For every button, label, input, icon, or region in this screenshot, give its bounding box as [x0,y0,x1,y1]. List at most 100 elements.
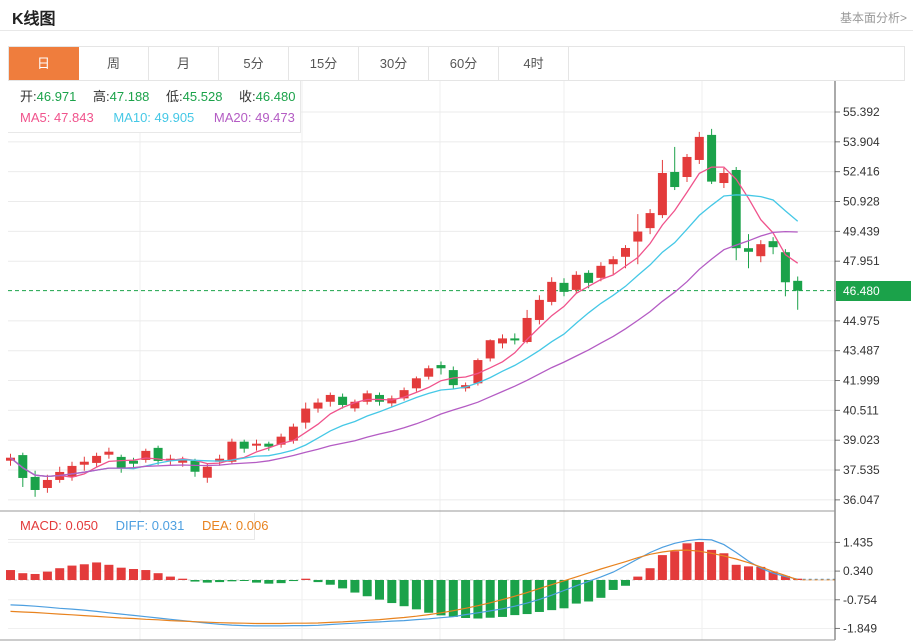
candle-body [116,456,126,468]
tab-30min[interactable]: 30分 [359,47,429,80]
candle-body [780,252,790,283]
diff-line [10,538,798,627]
candle-body [18,455,28,478]
candle-body [793,280,803,291]
candle-body [596,265,606,278]
ohlc-row: 开:46.971 高:47.188 低:45.528 收:46.480 [20,86,300,107]
macd-hist-bar [768,571,778,580]
macd-hist-bar [202,580,212,583]
macd-hist-bar [92,562,102,580]
tab-60min[interactable]: 60分 [429,47,499,80]
macd-hist-bar [325,580,335,585]
y-axis-label: 43.487 [843,344,880,358]
tab-15min[interactable]: 15分 [289,47,359,80]
candle-body [350,401,360,409]
tab-month[interactable]: 月 [149,47,219,80]
macd-hist-bar [18,573,28,580]
candle-body [707,134,717,182]
macd-hist-bar [780,576,790,580]
ma20-line [10,230,798,478]
candle-body [178,459,188,463]
macd-axis-label: -0.754 [843,593,877,607]
candle-body [621,247,630,257]
ma5-value: MA5: 47.843 [20,110,94,125]
macd-hist-bar [6,570,15,580]
tab-day[interactable]: 日 [9,47,79,80]
candle-body [338,396,348,405]
candle-body [252,443,261,446]
macd-hist-bar [375,580,384,600]
open-label: 开: [20,89,37,104]
candle-body [92,455,102,463]
macd-hist-bar [534,580,544,612]
candle-body [559,282,569,292]
y-axis-label: 50.928 [843,195,880,209]
macd-hist-bar [608,580,618,590]
macd-hist-bar [448,580,458,617]
candle-body [79,461,89,465]
macd-hist-bar [756,566,766,580]
candle-body [768,241,778,248]
macd-hist-bar [498,580,507,617]
macd-hist-bar [510,580,520,616]
y-axis-label: 52.416 [843,165,880,179]
macd-hist-bar [584,580,594,602]
macd-hist-bar [55,568,65,580]
candle-body [399,390,409,399]
candle-body [584,272,594,283]
tab-5min[interactable]: 5分 [219,47,289,80]
fundamental-analysis-link[interactable]: 基本面分析> [839,11,907,25]
y-axis-label: 47.951 [843,254,880,268]
tab-week[interactable]: 周 [79,47,149,80]
candle-body [657,172,667,216]
candle-body [129,460,138,464]
macd-hist-bar [485,580,495,618]
candle-body [215,458,225,462]
current-price-badge: 46.480 [836,281,911,301]
candle-body [436,365,446,369]
macd-hist-bar [178,578,188,580]
candle-body [239,441,249,449]
candle-body [202,466,212,478]
tab-4hour[interactable]: 4时 [499,47,569,80]
macd-hist-bar [461,580,471,618]
macd-hist-bar [473,580,483,619]
macd-hist-bar [141,570,151,580]
candle-body [744,248,753,252]
interval-tabs: 日 周 月 5分 15分 30分 60分 4时 [8,46,905,81]
macd-hist-bar [682,543,692,580]
candle-body [670,171,680,188]
macd-legend: MACD: 0.050 DIFF: 0.031 DEA: 0.006 [8,513,268,540]
candle-body [498,338,507,344]
high-value: 47.188 [109,89,150,104]
candle-body [288,426,298,441]
candle-body [276,436,286,445]
open-value: 46.971 [36,89,77,104]
candle-body [694,136,704,160]
y-axis-label: 36.047 [843,493,880,507]
macd-hist-bar [190,580,200,582]
macd-hist-bar [657,555,667,580]
candle-body [522,317,532,343]
macd-value: MACD: 0.050 [20,518,99,533]
macd-axis-label: 1.435 [843,535,873,549]
candle-body [227,441,237,462]
ma-row: MA5: 47.843 MA10: 49.905 MA20: 49.473 [20,107,300,128]
macd-hist-bar [522,580,532,615]
ma5-line [10,166,799,478]
macd-axis-label: -1.849 [843,621,877,635]
ma10-line [10,194,799,478]
low-label: 低: [166,89,183,104]
macd-hist-bar [79,564,89,580]
ma20-value: MA20: 49.473 [213,110,295,125]
candle-body [313,402,323,409]
y-axis-label: 41.999 [843,374,880,388]
macd-hist-bar [621,580,630,586]
y-axis-label: 53.904 [843,135,880,149]
macd-hist-bar [42,571,52,580]
candle-body [387,398,397,404]
macd-axis-label: 0.340 [843,564,873,578]
candle-body [485,340,495,359]
macd-hist-bar [104,564,114,580]
